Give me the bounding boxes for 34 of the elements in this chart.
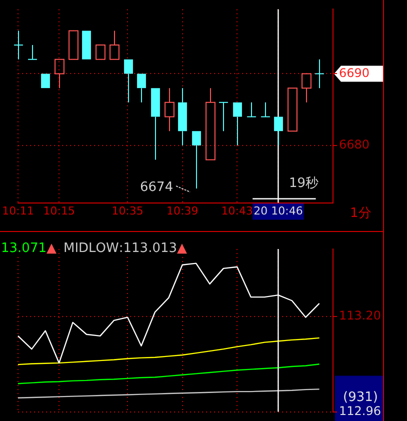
x-tick-label: 10:39 — [166, 204, 198, 218]
annotation: 19秒 — [289, 176, 319, 191]
candlestick — [246, 102, 256, 118]
y-tick-label: 6690 — [339, 66, 370, 80]
candlestick — [233, 102, 242, 146]
candlestick — [314, 58, 324, 89]
candlestick — [178, 88, 187, 146]
text: (931) — [343, 390, 378, 405]
candlestick — [206, 88, 216, 160]
candlestick — [28, 44, 38, 60]
candlestick — [137, 74, 146, 103]
annotation: 13.071▲ — [1, 241, 56, 256]
candlestick — [192, 131, 201, 189]
x-tick-label: 10:43 — [221, 204, 253, 218]
candlestick — [218, 102, 228, 132]
text: 1分 — [350, 206, 372, 221]
candlestick — [14, 30, 24, 60]
candlestick — [124, 59, 133, 103]
annotation: 6674 — [140, 180, 174, 195]
candlestick — [151, 88, 160, 160]
candlestick — [274, 116, 283, 146]
candlestick — [164, 88, 174, 132]
x-tick-label: 20 10:46 — [254, 204, 303, 218]
candlestick — [110, 30, 120, 60]
candlestick — [54, 58, 64, 89]
x-tick-label: 10:15 — [43, 204, 75, 218]
y-tick-label: 113.20 — [339, 308, 381, 323]
y-tick-label: 6680 — [339, 138, 370, 152]
x-tick-label: 10:11 — [2, 204, 34, 218]
y-tick-label: 112.96 — [339, 404, 381, 418]
candlestick — [302, 73, 312, 103]
x-tick-label: 10:35 — [112, 204, 144, 218]
text: MIDLOW:113.013▲ — [63, 241, 188, 256]
candlestick — [260, 102, 270, 118]
